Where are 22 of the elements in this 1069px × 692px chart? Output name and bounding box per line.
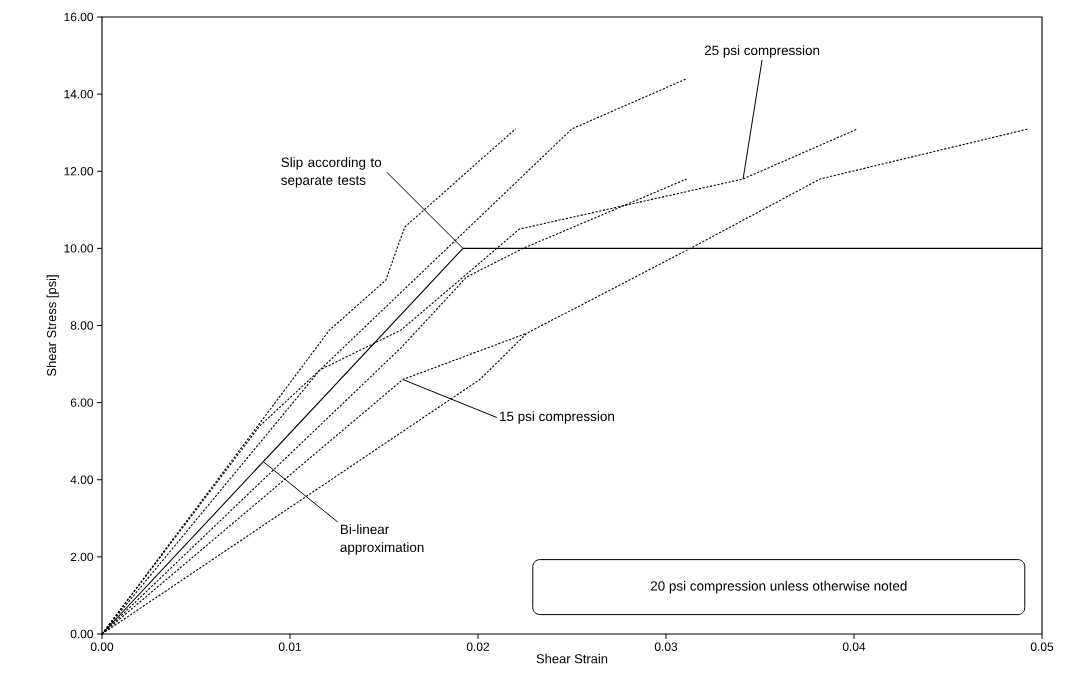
y-tick-label: 12.00	[64, 167, 94, 176]
y-tick-label: 2.00	[70, 552, 94, 562]
x-tick-label: 0.02	[466, 642, 490, 651]
y-tick-label: 8.00	[70, 321, 94, 330]
y-tick-label: 10.00	[64, 244, 94, 253]
y-axis-title: Shear Stress [psi]	[46, 275, 59, 377]
y-tick-label: 14.00	[64, 89, 94, 99]
annotation: Slip according to separate tests	[281, 157, 382, 188]
annotation: Bi-linear approximation	[340, 524, 424, 555]
y-tick-label: 16.00	[64, 12, 94, 22]
x-axis-title: Shear Strain	[536, 653, 608, 664]
x-tick-label: 0.03	[654, 642, 678, 651]
annotation: 15 psi compression	[500, 411, 614, 424]
y-tick-label: 4.00	[70, 475, 94, 484]
x-tick-label: 0.04	[842, 642, 866, 651]
y-tick-label: 6.00	[70, 398, 94, 407]
annotation: 25 psi compression	[704, 45, 820, 58]
x-tick-label: 0.00	[90, 642, 114, 651]
x-tick-label: 0.05	[1030, 642, 1054, 651]
y-tick-label: 0.00	[70, 629, 94, 639]
x-tick-label: 0.01	[278, 642, 302, 651]
annotation: 20 psi compression unless otherwise noted	[650, 580, 907, 594]
